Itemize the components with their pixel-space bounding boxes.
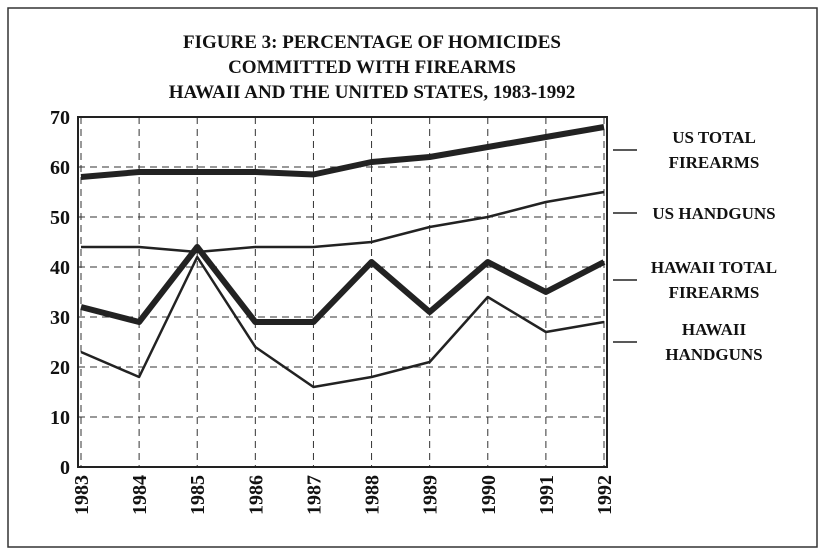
x-tick-label: 1987	[303, 475, 325, 515]
x-tick-label: 1983	[71, 475, 93, 515]
legend-label: HAWAII TOTAL FIREARMS	[650, 258, 778, 302]
series-line	[80, 124, 605, 180]
chart-title: FIGURE 3: PERCENTAGE OF HOMICIDES	[183, 32, 561, 53]
x-tick-label: 1984	[129, 475, 151, 515]
y-tick-label: 60	[50, 157, 70, 179]
y-tick-label: 40	[50, 257, 70, 279]
series-line	[80, 255, 605, 389]
chart-title: HAWAII AND THE UNITED STATES, 1983-1992	[169, 82, 575, 103]
y-tick-label: 0	[60, 457, 70, 479]
y-tick-label: 20	[50, 357, 70, 379]
y-tick-label: 10	[50, 407, 70, 429]
series-line	[81, 190, 605, 254]
y-tick-label: 70	[50, 107, 70, 129]
series-line	[80, 244, 606, 325]
y-tick-label: 30	[50, 307, 70, 329]
chart-title: COMMITTED WITH FIREARMS	[228, 57, 516, 78]
y-tick-label: 50	[50, 207, 70, 229]
x-tick-label: 1992	[594, 475, 616, 515]
x-tick-label: 1985	[187, 475, 209, 515]
x-tick-label: 1990	[478, 475, 500, 515]
x-tick-label: 1986	[245, 475, 267, 515]
x-tick-label: 1989	[420, 475, 442, 515]
x-tick-label: 1991	[536, 475, 558, 515]
plot-area	[77, 116, 608, 468]
legend-label: US HANDGUNS	[652, 203, 776, 223]
frame	[7, 7, 818, 548]
x-tick-label: 1988	[362, 475, 384, 515]
legend-label: HAWAII HANDGUNS	[665, 320, 763, 364]
legend-label: US TOTAL FIREARMS	[668, 128, 760, 172]
